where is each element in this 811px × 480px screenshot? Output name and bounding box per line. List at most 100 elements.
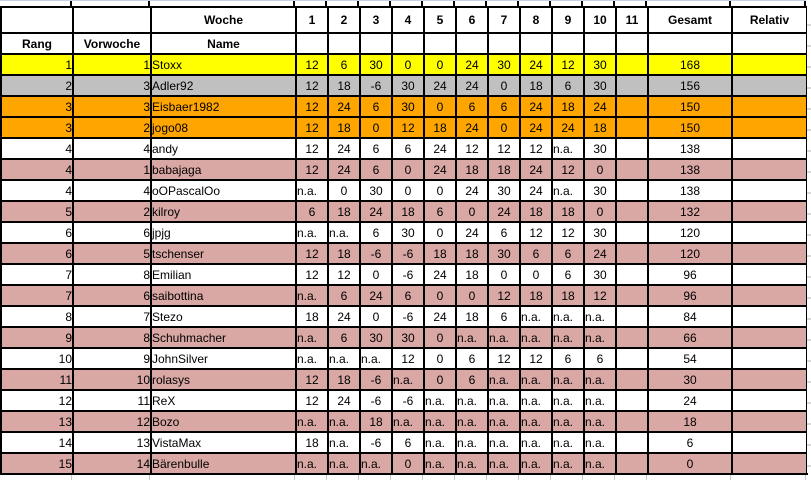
- week-column-header-7[interactable]: 7: [487, 6, 521, 34]
- cell-week-10[interactable]: 30: [583, 53, 617, 76]
- cell-relativ[interactable]: [731, 263, 808, 286]
- cell-rang[interactable]: 5: [0, 200, 74, 223]
- cell-vorwoche[interactable]: 11: [72, 389, 152, 412]
- cell-week-10[interactable]: n.a.: [583, 431, 617, 454]
- cell-vorwoche[interactable]: 3: [72, 74, 152, 97]
- cell-rang[interactable]: 14: [0, 431, 74, 454]
- cell-week-5[interactable]: 24: [423, 158, 457, 181]
- cell-vorwoche[interactable]: 6: [72, 284, 152, 307]
- vorwoche-column-header[interactable]: Vorwoche: [72, 32, 152, 55]
- cell-rang[interactable]: 7: [0, 263, 74, 286]
- cell-week-3[interactable]: 6: [359, 137, 393, 160]
- cell-name[interactable]: babajaga: [150, 158, 297, 181]
- empty-header-cell[interactable]: [519, 32, 553, 55]
- cell-relativ[interactable]: [731, 305, 808, 328]
- cell-week-9[interactable]: 12: [551, 221, 585, 244]
- cell-vorwoche[interactable]: 2: [72, 200, 152, 223]
- cell-week-2[interactable]: 24: [327, 158, 361, 181]
- cell-week-11[interactable]: [615, 326, 649, 349]
- cell-name[interactable]: Stezo: [150, 305, 297, 328]
- cell-week-1[interactable]: 12: [295, 116, 329, 139]
- cell-week-9[interactable]: n.a.: [551, 389, 585, 412]
- cell-name[interactable]: jpjg: [150, 221, 297, 244]
- cell-week-2[interactable]: 24: [327, 305, 361, 328]
- cell-week-6[interactable]: 24: [455, 116, 489, 139]
- cell-name[interactable]: rolasys: [150, 368, 297, 391]
- cell-week-11[interactable]: [615, 137, 649, 160]
- cell-week-11[interactable]: [615, 53, 649, 76]
- cell-week-8[interactable]: n.a.: [519, 452, 553, 475]
- cell-week-8[interactable]: 24: [519, 158, 553, 181]
- cell-week-3[interactable]: 6: [359, 221, 393, 244]
- cell-week-9[interactable]: 12: [551, 53, 585, 76]
- cell-week-9[interactable]: n.a.: [551, 137, 585, 160]
- cell-week-10[interactable]: n.a.: [583, 368, 617, 391]
- week-column-header-3[interactable]: 3: [359, 6, 393, 34]
- cell-week-6[interactable]: n.a.: [455, 431, 489, 454]
- cell-gesamt[interactable]: 138: [647, 137, 733, 160]
- cell-gesamt[interactable]: 156: [647, 74, 733, 97]
- cell-week-9[interactable]: 6: [551, 242, 585, 265]
- cell-gesamt[interactable]: 6: [647, 431, 733, 454]
- empty-header-cell[interactable]: [423, 32, 457, 55]
- cell-week-2[interactable]: n.a.: [327, 347, 361, 370]
- cell-week-6[interactable]: 6: [455, 368, 489, 391]
- cell-vorwoche[interactable]: 4: [72, 179, 152, 202]
- empty-header-cell[interactable]: [455, 32, 489, 55]
- cell-week-5[interactable]: 0: [423, 326, 457, 349]
- cell-week-5[interactable]: n.a.: [423, 452, 457, 475]
- cell-name[interactable]: Eisbaer1982: [150, 95, 297, 118]
- cell-week-8[interactable]: 18: [519, 284, 553, 307]
- cell-week-4[interactable]: 6: [391, 137, 425, 160]
- cell-week-9[interactable]: n.a.: [551, 368, 585, 391]
- cell-week-8[interactable]: n.a.: [519, 305, 553, 328]
- cell-week-6[interactable]: n.a.: [455, 410, 489, 433]
- cell-week-10[interactable]: 24: [583, 242, 617, 265]
- cell-vorwoche[interactable]: 1: [72, 158, 152, 181]
- cell-week-11[interactable]: [615, 221, 649, 244]
- cell-week-11[interactable]: [615, 95, 649, 118]
- cell-week-1[interactable]: 18: [295, 305, 329, 328]
- cell-rang[interactable]: 9: [0, 326, 74, 349]
- cell-week-9[interactable]: 6: [551, 347, 585, 370]
- cell-week-5[interactable]: n.a.: [423, 389, 457, 412]
- cell-week-9[interactable]: n.a.: [551, 410, 585, 433]
- cell-week-7[interactable]: 0: [487, 116, 521, 139]
- cell-name[interactable]: jogo08: [150, 116, 297, 139]
- cell-week-7[interactable]: 6: [487, 221, 521, 244]
- cell-relativ[interactable]: [731, 410, 808, 433]
- cell-rang[interactable]: 6: [0, 221, 74, 244]
- cell-rang[interactable]: 3: [0, 95, 74, 118]
- cell-week-3[interactable]: 30: [359, 326, 393, 349]
- cell-week-8[interactable]: 0: [519, 263, 553, 286]
- empty-header-cell[interactable]: [647, 32, 733, 55]
- cell-name[interactable]: tschenser: [150, 242, 297, 265]
- cell-relativ[interactable]: [731, 431, 808, 454]
- cell-week-6[interactable]: 18: [455, 242, 489, 265]
- cell-week-2[interactable]: 18: [327, 116, 361, 139]
- cell-rang[interactable]: 4: [0, 158, 74, 181]
- cell-week-7[interactable]: 12: [487, 347, 521, 370]
- cell-week-10[interactable]: n.a.: [583, 389, 617, 412]
- cell-week-1[interactable]: 6: [295, 200, 329, 223]
- cell-week-11[interactable]: [615, 116, 649, 139]
- cell-week-1[interactable]: n.a.: [295, 347, 329, 370]
- cell-week-1[interactable]: n.a.: [295, 452, 329, 475]
- cell-week-10[interactable]: 6: [583, 347, 617, 370]
- cell-vorwoche[interactable]: 12: [72, 410, 152, 433]
- cell-week-3[interactable]: n.a.: [359, 452, 393, 475]
- week-column-header-6[interactable]: 6: [455, 6, 489, 34]
- cell-week-5[interactable]: n.a.: [423, 431, 457, 454]
- week-column-header-5[interactable]: 5: [423, 6, 457, 34]
- cell-rang[interactable]: 10: [0, 347, 74, 370]
- cell-week-8[interactable]: 18: [519, 74, 553, 97]
- cell-week-6[interactable]: 0: [455, 284, 489, 307]
- cell-vorwoche[interactable]: 7: [72, 305, 152, 328]
- cell-week-6[interactable]: 24: [455, 179, 489, 202]
- cell-week-6[interactable]: 6: [455, 95, 489, 118]
- cell-gesamt[interactable]: 120: [647, 242, 733, 265]
- cell-week-5[interactable]: 0: [423, 221, 457, 244]
- cell-week-7[interactable]: 18: [487, 158, 521, 181]
- cell-week-1[interactable]: 12: [295, 263, 329, 286]
- cell-gesamt[interactable]: 96: [647, 263, 733, 286]
